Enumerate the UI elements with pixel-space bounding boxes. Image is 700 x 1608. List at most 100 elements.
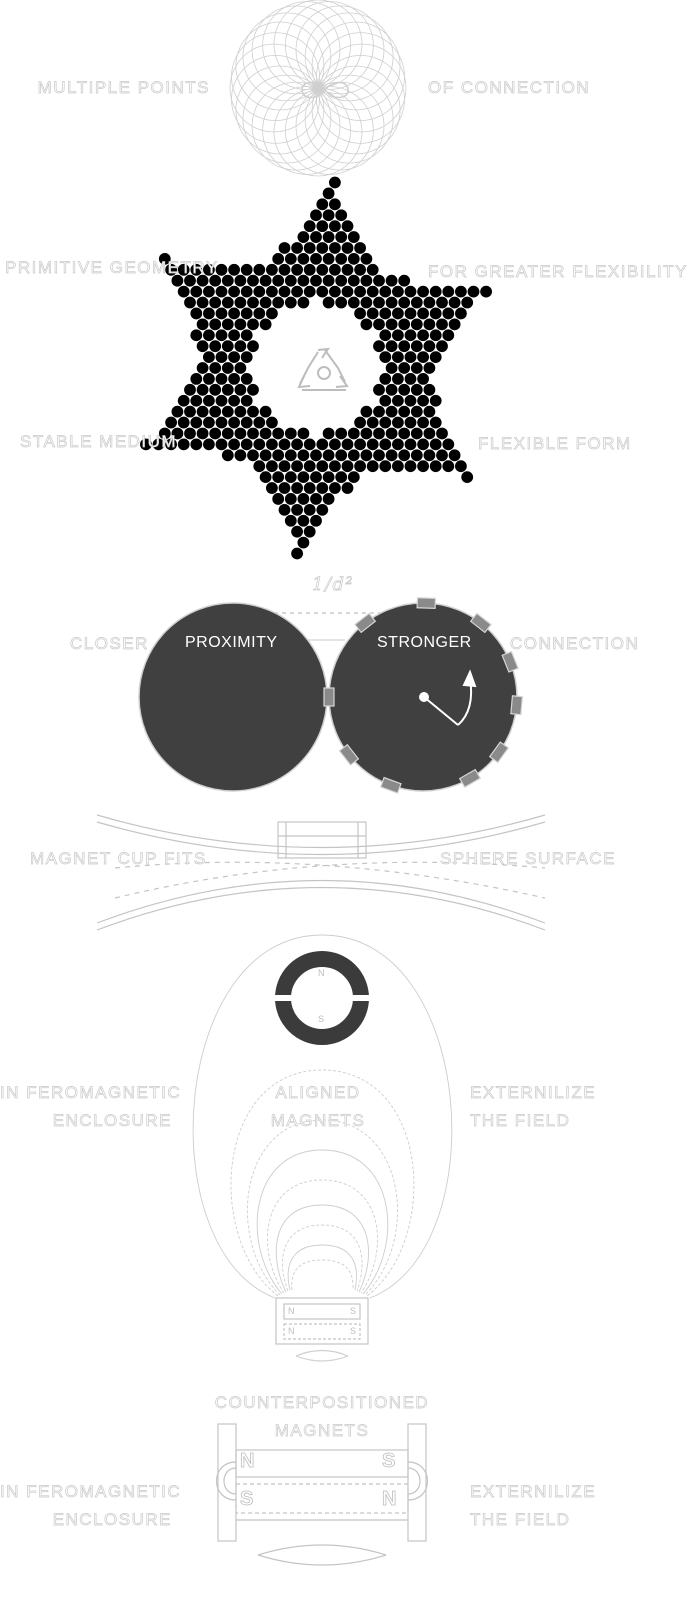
star-dot [291, 482, 303, 494]
magnet-cup [510, 695, 524, 716]
star-dot [385, 405, 398, 418]
star-dot [335, 231, 348, 243]
star-dot [322, 471, 335, 484]
star-dot [329, 263, 341, 276]
star-dot [284, 427, 297, 440]
star-dot [404, 351, 417, 363]
star-dot [215, 416, 228, 429]
star-dot [373, 383, 385, 396]
star-dot [373, 274, 385, 287]
star-dot [303, 482, 316, 494]
star-dot [322, 427, 335, 440]
star-dot [366, 460, 379, 473]
star-dot [171, 274, 184, 287]
star-dot [310, 449, 322, 462]
star-dot [184, 405, 196, 418]
star-dot [442, 329, 455, 342]
star-dot [221, 296, 234, 309]
star-dot [240, 307, 253, 320]
star-dot [360, 405, 373, 418]
star-dot [310, 274, 322, 287]
star-dot [404, 438, 417, 451]
label-connection: CONNECTION [510, 634, 640, 654]
star-dot [392, 285, 404, 298]
star-dot [272, 471, 285, 484]
star-dot [297, 536, 310, 549]
star-dot [228, 329, 241, 342]
star-dot [322, 274, 335, 287]
star-dot [284, 471, 297, 484]
star-dot [209, 296, 222, 309]
star-dot [297, 252, 310, 265]
label-closer: CLOSER [70, 634, 149, 654]
star-dot [423, 383, 436, 396]
star-dot [398, 405, 411, 418]
label-multiple-points: MULTIPLE POINTS [37, 78, 210, 98]
star-dot [329, 242, 341, 254]
cup-fit-diagram [96, 814, 546, 931]
star-dot [347, 296, 360, 309]
star-dot [259, 296, 272, 309]
star-dot [310, 493, 322, 505]
star-dot [184, 274, 196, 287]
star-dot [385, 340, 398, 353]
star-dot [366, 416, 379, 429]
star-dot [196, 362, 209, 374]
star-dot [203, 394, 215, 407]
star-dot [177, 416, 190, 429]
star-dot [303, 525, 316, 538]
star-dot [158, 427, 171, 440]
label-stable-medium: STABLE MEDIUM [20, 432, 178, 452]
star-dot [259, 471, 272, 484]
star-dot [209, 318, 222, 331]
star-dot [404, 394, 417, 407]
star-dot [410, 383, 423, 396]
star-dot [429, 460, 442, 473]
infinity-icon [301, 81, 349, 99]
star-dot [347, 252, 360, 265]
star-dot [247, 340, 259, 353]
star-dot [221, 405, 234, 418]
star-dot [303, 503, 316, 516]
star-dot [398, 362, 411, 374]
star-dot [203, 263, 215, 276]
label-in-feromagnetic-1: IN FEROMAGNETIC [0, 1083, 182, 1103]
star-dot [228, 394, 241, 407]
star-dot [196, 427, 209, 440]
label-externilize-2: EXTERNILIZE [470, 1482, 597, 1502]
magnet-cup [354, 612, 377, 634]
star-dot [322, 296, 335, 309]
star-dot [335, 471, 348, 484]
star-dot [379, 285, 392, 298]
star-dot [215, 373, 228, 385]
star-dot [291, 438, 303, 451]
star-dot [366, 263, 379, 276]
star-dot [253, 285, 266, 298]
star-dot [448, 449, 461, 462]
star-dot [221, 340, 234, 353]
star-dot [335, 209, 348, 222]
star-dot [291, 460, 303, 473]
star-dot [322, 493, 335, 505]
star-dot [278, 503, 291, 516]
star-dot [215, 351, 228, 363]
star-dot [240, 416, 253, 429]
star-dot [417, 416, 429, 429]
star-dot [429, 285, 442, 298]
star-dot [329, 198, 341, 211]
star-dot [360, 427, 373, 440]
star-dot [221, 274, 234, 287]
label-magnets-1: MAGNETS [270, 1111, 366, 1131]
star-dot [278, 438, 291, 451]
star-dot [354, 307, 366, 320]
star-dot [398, 449, 411, 462]
star-dot [436, 318, 448, 331]
star-dot [360, 318, 373, 331]
star-dot [354, 285, 366, 298]
star-dot [379, 351, 392, 363]
star-dot [190, 438, 203, 451]
star-dot [278, 242, 291, 254]
star-dot [190, 416, 203, 429]
star-dot [266, 438, 278, 451]
magnet-cup [458, 768, 482, 789]
